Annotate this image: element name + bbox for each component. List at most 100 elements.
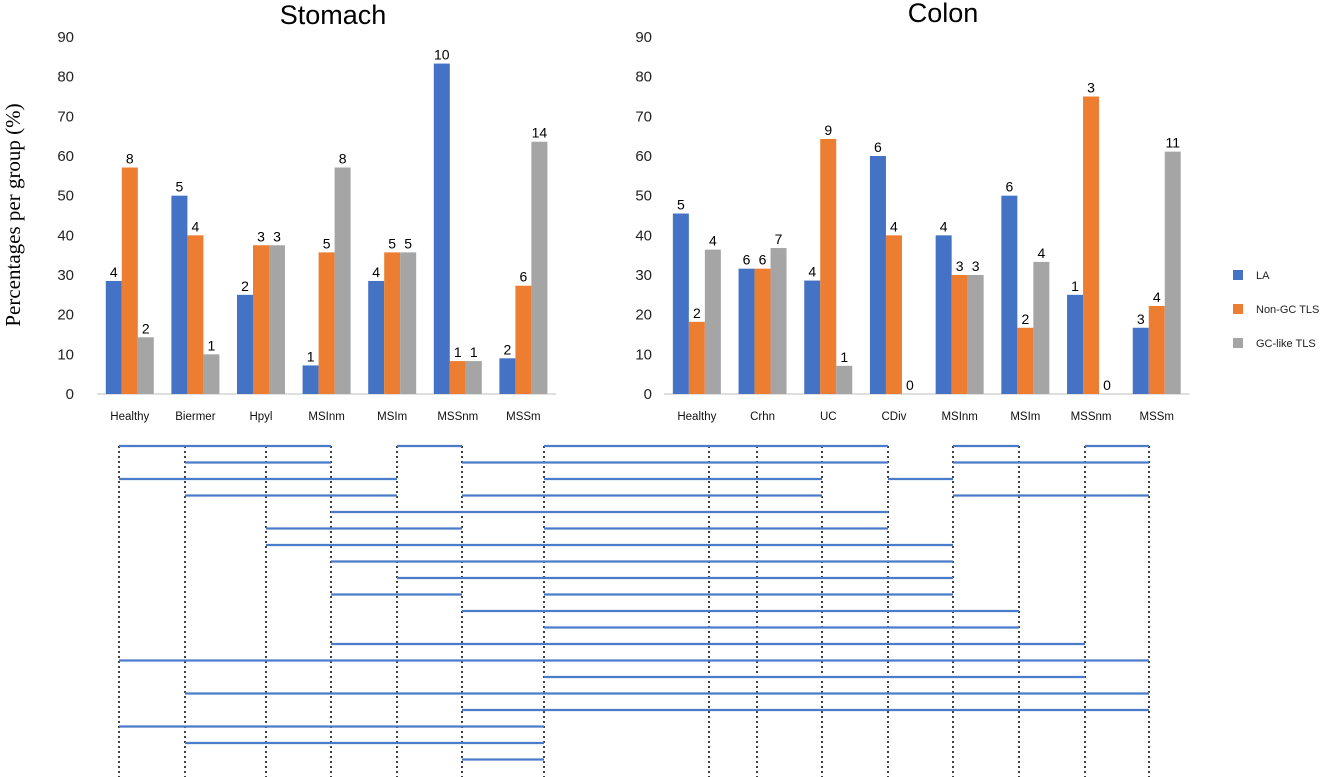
stomach-data-label: 10 — [434, 47, 450, 63]
stomach-data-label: 6 — [520, 269, 528, 285]
legend-label: LA — [1256, 270, 1270, 282]
stomach-bar — [137, 337, 154, 394]
colon-data-label: 6 — [874, 139, 882, 155]
stomach-bar — [302, 365, 319, 394]
colon-bar — [804, 280, 821, 394]
stomach-category-label: MSSm — [506, 411, 541, 423]
stomach-bar — [318, 252, 335, 394]
colon-data-label: 7 — [775, 231, 783, 247]
stomach-data-label: 4 — [192, 218, 200, 234]
stomach-data-label: 1 — [454, 344, 462, 360]
stomach-y-tick-label: 60 — [57, 148, 74, 165]
stomach-bar — [121, 167, 138, 394]
stomach-bar — [433, 63, 450, 395]
colon-data-label: 0 — [1103, 377, 1111, 393]
colon-y-tick-label: 70 — [635, 108, 652, 125]
colon-y-tick-label: 0 — [644, 386, 652, 403]
colon-y-tick-label: 40 — [635, 227, 652, 244]
stomach-data-label: 14 — [532, 125, 548, 141]
colon-bar — [1001, 195, 1018, 394]
stomach-bar — [531, 141, 548, 394]
colon-category-label: MSSm — [1140, 411, 1175, 423]
colon-bar — [704, 249, 721, 394]
stomach-y-tick-label: 40 — [57, 227, 74, 244]
stomach-category-label: MSInm — [308, 411, 344, 423]
stomach-data-label: 3 — [257, 228, 265, 244]
colon-bar — [869, 156, 886, 394]
colon-bar — [1083, 96, 1100, 394]
stomach-bar — [384, 252, 401, 394]
stomach-data-label: 5 — [388, 235, 396, 251]
stomach-category-label: MSSnm — [437, 411, 478, 423]
colon-bar — [672, 213, 689, 394]
colon-y-tick-label: 60 — [635, 148, 652, 165]
colon-data-label: 4 — [1153, 289, 1161, 305]
colon-data-label: 2 — [1021, 311, 1029, 327]
colon-data-label: 4 — [709, 233, 717, 249]
colon-data-label: 5 — [677, 197, 685, 213]
colon-bar — [1017, 327, 1034, 394]
stomach-y-tick-label: 80 — [57, 69, 74, 86]
stomach-bar — [237, 294, 253, 394]
colon-bar — [836, 365, 853, 394]
stomach-y-tick-label: 70 — [57, 108, 74, 125]
colon-bar — [935, 235, 952, 394]
stomach-data-label: 4 — [372, 264, 380, 280]
stomach-data-label: 2 — [142, 320, 150, 336]
colon-bar — [738, 268, 755, 394]
stomach-bar — [449, 361, 466, 394]
stomach-bar — [368, 280, 385, 394]
colon-data-label: 4 — [890, 218, 898, 234]
stomach-bar — [515, 285, 532, 394]
colon-data-label: 3 — [956, 258, 964, 274]
colon-y-tick-label: 80 — [635, 69, 652, 86]
colon-data-label: 1 — [1071, 278, 1079, 294]
stomach-bar — [400, 252, 417, 394]
colon-category-label: CDiv — [881, 411, 906, 423]
legend-swatch — [1233, 304, 1243, 314]
stomach-y-tick-label: 50 — [57, 188, 74, 205]
colon-data-label: 3 — [1137, 311, 1145, 327]
colon-category-label: Healthy — [677, 411, 716, 423]
stomach-chart-title: Stomach — [280, 0, 387, 30]
stomach-data-label: 5 — [176, 179, 184, 195]
stomach-y-tick-label: 30 — [57, 267, 74, 284]
colon-data-label: 9 — [824, 122, 832, 138]
colon-data-label: 1 — [840, 349, 848, 365]
colon-bar — [754, 268, 771, 394]
colon-chart-title: Colon — [908, 0, 979, 28]
stomach-bar — [253, 245, 269, 394]
colon-data-label: 11 — [1165, 135, 1180, 151]
stomach-data-label: 2 — [504, 341, 512, 357]
colon-bar — [688, 321, 705, 394]
colon-data-label: 2 — [693, 305, 701, 321]
colon-category-label: Crhn — [750, 411, 775, 423]
stomach-data-label: 2 — [241, 278, 249, 294]
stomach-y-tick-label: 20 — [57, 307, 74, 324]
colon-chart: Colon 0102030405060708090Healthy524Crhn6… — [635, 0, 1190, 423]
stomach-data-label: 8 — [126, 151, 134, 167]
stomach-data-label: 5 — [404, 235, 412, 251]
colon-data-label: 6 — [759, 252, 767, 268]
colon-data-label: 4 — [1037, 245, 1045, 261]
stomach-bar — [334, 167, 351, 394]
stomach-bar — [105, 280, 122, 394]
colon-bar — [770, 248, 787, 394]
colon-y-tick-label: 90 — [635, 29, 652, 46]
stomach-bar — [187, 235, 204, 394]
colon-data-label: 4 — [808, 264, 816, 280]
stomach-data-label: 1 — [307, 348, 315, 364]
stomach-data-label: 3 — [273, 228, 281, 244]
stomach-bar — [171, 195, 188, 394]
stomach-bar — [269, 245, 285, 394]
colon-bar — [1132, 327, 1149, 394]
colon-bar — [1164, 151, 1181, 394]
stomach-y-tick-label: 90 — [57, 29, 74, 46]
colon-category-label: MSSnm — [1071, 411, 1112, 423]
stomach-bar — [203, 354, 220, 394]
legend-swatch — [1233, 270, 1243, 280]
stomach-data-label: 1 — [208, 337, 216, 353]
colon-y-tick-label: 20 — [635, 307, 652, 324]
colon-bar — [820, 138, 837, 394]
